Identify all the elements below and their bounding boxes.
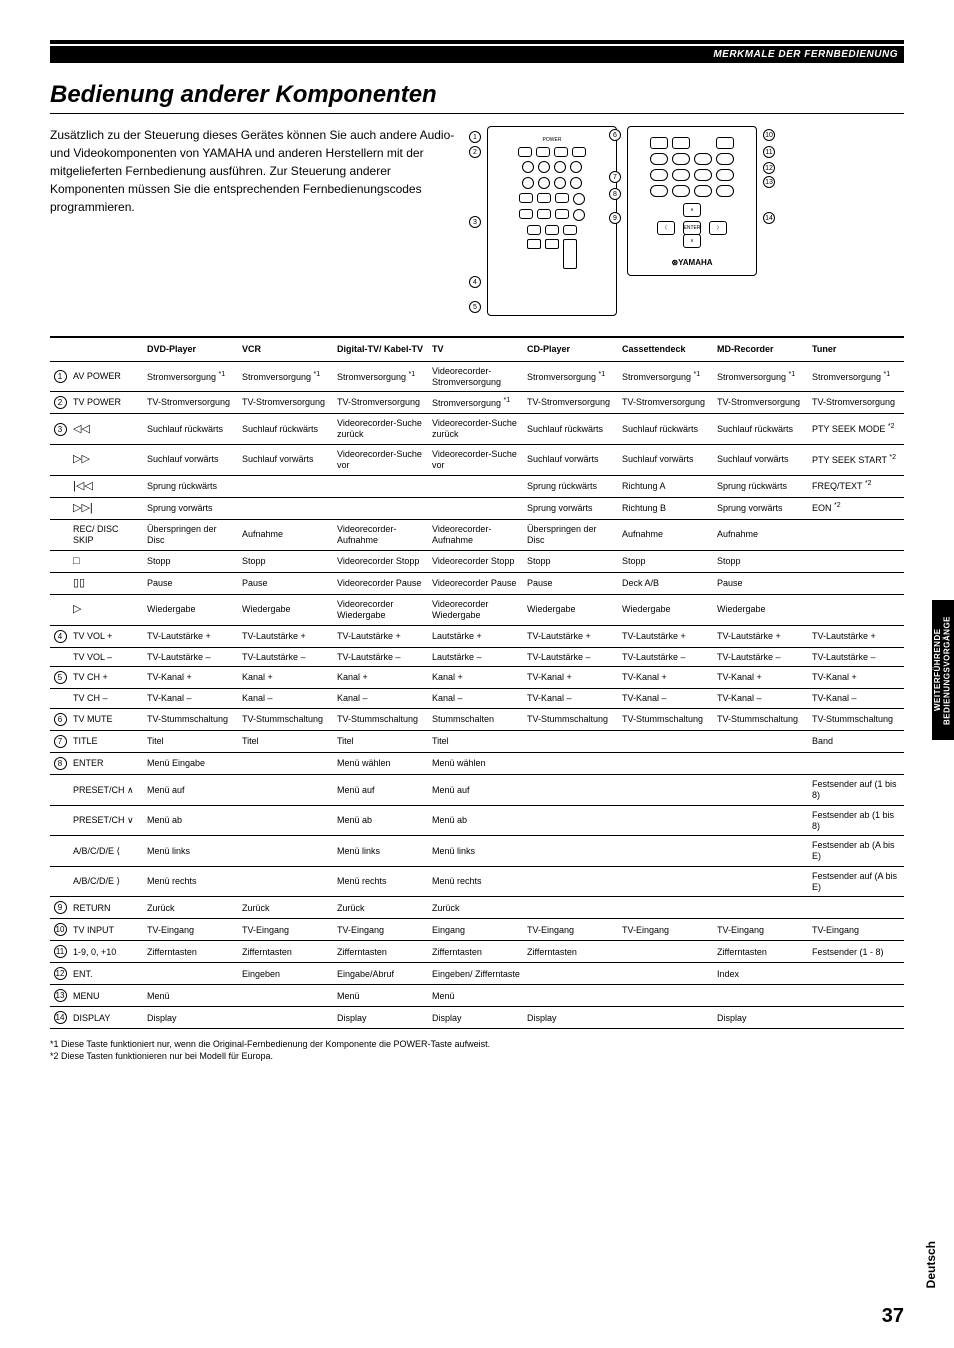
- table-row: 10TV INPUTTV-EingangTV-EingangTV-Eingang…: [50, 919, 904, 941]
- table-row: 5TV CH +TV-Kanal +Kanal +Kanal +Kanal +T…: [50, 667, 904, 689]
- callout-1: 1: [469, 131, 481, 143]
- col-header-3: VCR: [239, 337, 334, 361]
- col-header-6: CD-Player: [524, 337, 619, 361]
- page-title: Bedienung anderer Komponenten: [50, 81, 904, 114]
- table-row: 9RETURNZurückZurückZurückZurück: [50, 897, 904, 919]
- lbl-power: POWER: [543, 137, 562, 143]
- footnote-2: *2 Diese Tasten funktionieren nur bei Mo…: [50, 1051, 904, 1061]
- function-table: DVD-PlayerVCRDigital-TV/ Kabel-TVTVCD-Pl…: [50, 336, 904, 1029]
- callout-11: 11: [763, 146, 775, 158]
- callout-5: 5: [469, 301, 481, 313]
- table-row: |◁◁Sprung rückwärtsSprung rückwärtsRicht…: [50, 475, 904, 497]
- page-number: 37: [882, 1305, 904, 1328]
- callout-2: 2: [469, 146, 481, 158]
- callout-3: 3: [469, 216, 481, 228]
- table-row: ▯▯PausePauseVideorecorder PauseVideoreco…: [50, 572, 904, 594]
- table-row: ▷▷Suchlauf vorwärtsSuchlauf vorwärtsVide…: [50, 444, 904, 475]
- table-row: 8ENTERMenü EingabeMenü wählenMenü wählen: [50, 753, 904, 775]
- col-header-9: Tuner: [809, 337, 904, 361]
- table-row: TV CH –TV-Kanal –Kanal –Kanal –Kanal –TV…: [50, 689, 904, 709]
- callout-8: 8: [609, 188, 621, 200]
- table-row: TV VOL –TV-Lautstärke –TV-Lautstärke –TV…: [50, 647, 904, 667]
- yamaha-logo: YAMAHA: [678, 258, 712, 267]
- table-row: 12ENT.EingebenEingabe/AbrufEingeben/ Zif…: [50, 963, 904, 985]
- table-row: 1AV POWERStromversorgung *1Stromversorgu…: [50, 361, 904, 392]
- callout-12: 12: [763, 162, 775, 174]
- enter-btn: ENTER: [683, 221, 701, 235]
- remote-diagram-1: 1 2 3 4 5 POWER: [487, 126, 617, 316]
- side-tab: WEITERFÜHRENDE BEDIENUNGSVORGÄNGE: [932, 600, 954, 740]
- col-header-5: TV: [429, 337, 524, 361]
- table-row: 6TV MUTETV-StummschaltungTV-Stummschaltu…: [50, 709, 904, 731]
- lang-tab: Deutsch: [924, 1241, 938, 1288]
- table-row: 7TITLETitelTitelTitelTitelBand: [50, 731, 904, 753]
- remote-diagram-2: 6 7 8 9 10 11 12 13 14 ∧ ∨ ⟨: [627, 126, 757, 316]
- intro-text: Zusätzlich zu der Steuerung dieses Gerät…: [50, 126, 467, 316]
- top-black-bar: [50, 40, 904, 44]
- callout-6: 6: [609, 129, 621, 141]
- footnote-1: *1 Diese Taste funktioniert nur, wenn di…: [50, 1039, 904, 1049]
- table-row: 14DISPLAYDisplayDisplayDisplayDisplayDis…: [50, 1007, 904, 1029]
- callout-4: 4: [469, 276, 481, 288]
- callout-13: 13: [763, 176, 775, 188]
- table-row: 3◁◁Suchlauf rückwärtsSuchlauf rückwärtsV…: [50, 414, 904, 445]
- table-row: □StoppStoppVideorecorder StoppVideorecor…: [50, 550, 904, 572]
- table-row: ▷▷|Sprung vorwärtsSprung vorwärtsRichtun…: [50, 497, 904, 519]
- callout-9: 9: [609, 212, 621, 224]
- col-header-8: MD-Recorder: [714, 337, 809, 361]
- col-header-2: DVD-Player: [144, 337, 239, 361]
- col-header-0: [50, 337, 70, 361]
- footnotes: *1 Diese Taste funktioniert nur, wenn di…: [50, 1039, 904, 1061]
- table-row: REC/ DISC SKIPÜberspringen der DiscAufna…: [50, 519, 904, 550]
- callout-14: 14: [763, 212, 775, 224]
- table-row: A/B/C/D/E ⟩Menü rechtsMenü rechtsMenü re…: [50, 866, 904, 897]
- col-header-4: Digital-TV/ Kabel-TV: [334, 337, 429, 361]
- table-row: ▷WiedergabeWiedergabeVideorecorder Wiede…: [50, 594, 904, 625]
- col-header-7: Cassettendeck: [619, 337, 714, 361]
- table-row: 13MENUMenüMenüMenü: [50, 985, 904, 1007]
- table-row: 2TV POWERTV-StromversorgungTV-Stromverso…: [50, 392, 904, 414]
- col-header-1: [70, 337, 144, 361]
- table-row: 4TV VOL +TV-Lautstärke +TV-Lautstärke +T…: [50, 625, 904, 647]
- header-section: MERKMALE DER FERNBEDIENUNG: [50, 46, 904, 63]
- table-row: PRESET/CH ∨Menü abMenü abMenü abFestsend…: [50, 805, 904, 836]
- callout-7: 7: [609, 171, 621, 183]
- callout-10: 10: [763, 129, 775, 141]
- table-row: 111-9, 0, +10ZifferntastenZifferntastenZ…: [50, 941, 904, 963]
- table-row: A/B/C/D/E ⟨Menü linksMenü linksMenü link…: [50, 836, 904, 867]
- table-row: PRESET/CH ∧Menü aufMenü aufMenü aufFests…: [50, 775, 904, 806]
